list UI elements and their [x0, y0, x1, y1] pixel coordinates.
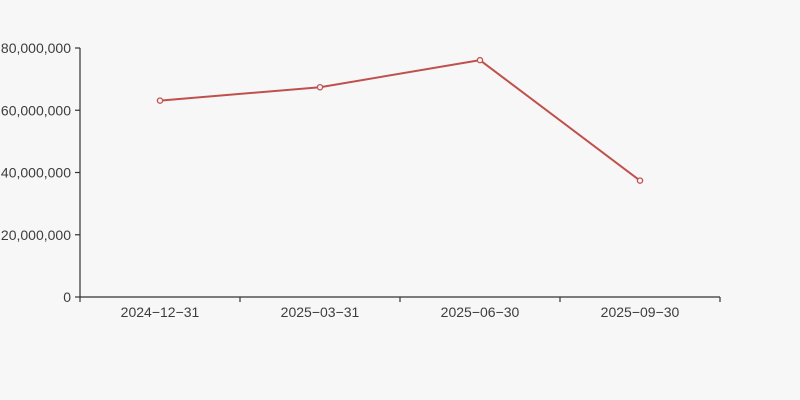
- y-axis-tick-label: 80,000,000: [1, 40, 71, 56]
- x-axis-tick-label: 2025−06−30: [441, 304, 520, 320]
- data-point-marker: [636, 177, 644, 184]
- y-axis-tick-label: 0: [63, 289, 71, 305]
- y-axis-tick-label: 20,000,000: [1, 227, 71, 243]
- x-axis-tick-label: 2025−03−31: [281, 304, 360, 320]
- data-point-marker: [316, 83, 324, 91]
- data-point-marker: [476, 56, 484, 64]
- data-point-marker: [156, 97, 164, 104]
- x-axis-tick-label: 2024−12−31: [121, 304, 200, 320]
- series-line: [159, 59, 641, 182]
- y-axis-tick-label: 60,000,000: [1, 102, 71, 118]
- x-axis-tick-label: 2025−09−30: [601, 304, 680, 320]
- y-axis-tick-label: 40,000,000: [1, 165, 71, 181]
